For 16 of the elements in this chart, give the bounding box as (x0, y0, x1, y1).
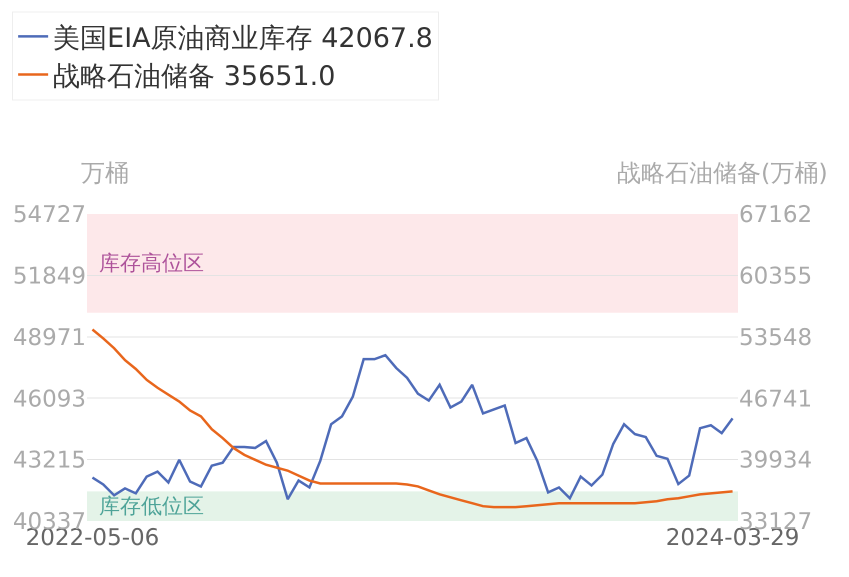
y-tick-label: 51849 (12, 263, 86, 290)
legend-label: 美国EIA原油商业库存 42067.8 (53, 22, 433, 54)
band-label: 库存高位区 (99, 251, 204, 275)
y-tick-label: 48971 (12, 324, 86, 351)
y2-tick-label: 67162 (739, 202, 812, 228)
y2-axis-title: 战略石油储备(万桶) (617, 159, 828, 187)
y-tick-label: 43215 (12, 448, 86, 474)
y2-tick-label: 53548 (739, 324, 812, 351)
y2-tick-label: 46741 (739, 386, 812, 412)
y-tick-label: 54727 (12, 202, 86, 228)
band-label: 库存低位区 (99, 494, 204, 518)
y-tick-label: 46093 (12, 386, 86, 412)
y2-tick-label: 39934 (739, 448, 812, 474)
legend-label: 战略石油储备 35651.0 (53, 61, 336, 92)
y-axis-title: 万桶 (81, 159, 129, 187)
y2-tick-label: 60355 (739, 263, 812, 290)
